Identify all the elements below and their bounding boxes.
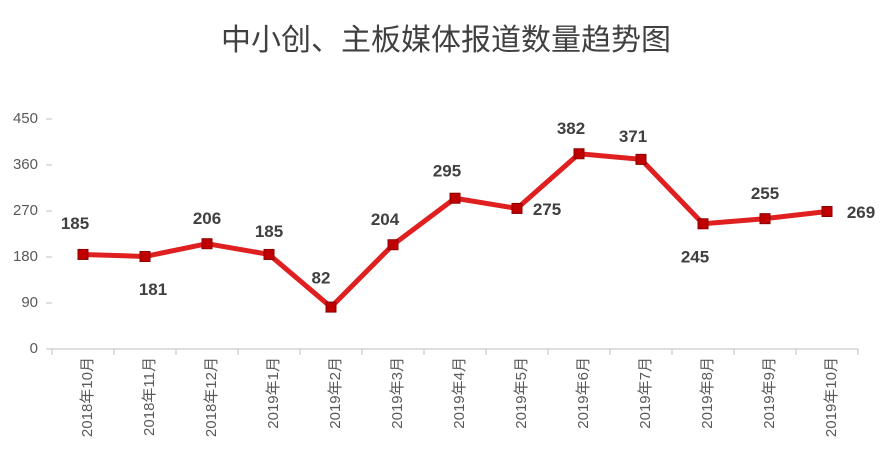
x-tick-label-group: 2019年9月 [761, 357, 778, 429]
x-tick-label: 2019年5月 [513, 357, 530, 429]
marker [821, 206, 833, 218]
y-tick-label: 0 [30, 340, 38, 357]
data-label: 269 [847, 203, 875, 222]
x-tick-label: 2018年11月 [141, 357, 158, 436]
data-label: 185 [255, 222, 283, 241]
data-label: 371 [619, 127, 647, 146]
marker [201, 238, 213, 250]
marker [511, 202, 523, 214]
chart-title: 中小创、主板媒体报道数量趋势图 [221, 23, 671, 58]
x-tick-label-group: 2019年2月 [327, 357, 344, 429]
marker [387, 239, 399, 251]
data-label: 206 [193, 209, 221, 228]
data-label: 82 [312, 269, 331, 288]
x-tick-label: 2019年6月 [575, 357, 592, 429]
x-tick-label-group: 2019年10月 [823, 357, 840, 437]
data-label: 295 [433, 162, 461, 181]
marker [325, 301, 337, 313]
x-tick-label: 2019年8月 [699, 357, 716, 429]
data-label: 255 [751, 184, 779, 203]
x-tick-label-group: 2018年12月 [203, 357, 220, 437]
y-tick-label: 90 [21, 294, 38, 311]
x-tick-label: 2019年4月 [451, 357, 468, 429]
data-label: 275 [533, 200, 561, 219]
x-tick-label-group: 2019年6月 [575, 357, 592, 429]
y-tick-label: 180 [13, 248, 38, 265]
data-label: 204 [371, 210, 400, 229]
x-tick-label-group: 2019年4月 [451, 357, 468, 429]
data-label: 185 [61, 214, 89, 233]
marker [635, 153, 647, 165]
x-tick-label-group: 2019年8月 [699, 357, 716, 429]
x-tick-label: 2019年2月 [327, 357, 344, 429]
x-tick-label-group: 2019年5月 [513, 357, 530, 429]
x-tick-label: 2019年1月 [265, 357, 282, 429]
marker [139, 250, 151, 262]
x-tick-label: 2019年10月 [823, 357, 840, 437]
x-tick-label-group: 2019年7月 [637, 357, 654, 429]
x-tick-label: 2019年3月 [389, 357, 406, 429]
x-tick-label-group: 2018年11月 [141, 357, 158, 436]
x-tick-label-group: 2018年10月 [79, 357, 96, 437]
y-tick-label: 270 [13, 202, 38, 219]
x-tick-label: 2018年12月 [203, 357, 220, 437]
y-tick-label: 450 [13, 110, 38, 127]
marker [263, 248, 275, 260]
data-label: 382 [557, 119, 585, 138]
x-tick-label-group: 2019年1月 [265, 357, 282, 429]
x-tick-label: 2019年9月 [761, 357, 778, 429]
x-tick-label: 2019年7月 [637, 357, 654, 429]
marker [77, 248, 89, 260]
data-label: 181 [139, 280, 167, 299]
x-tick-label-group: 2019年3月 [389, 357, 406, 429]
marker [697, 218, 709, 230]
marker [573, 148, 585, 160]
x-tick-label: 2018年10月 [79, 357, 96, 437]
data-label: 245 [681, 247, 709, 266]
marker [449, 192, 461, 204]
y-tick-label: 360 [13, 156, 38, 173]
marker [759, 213, 771, 225]
